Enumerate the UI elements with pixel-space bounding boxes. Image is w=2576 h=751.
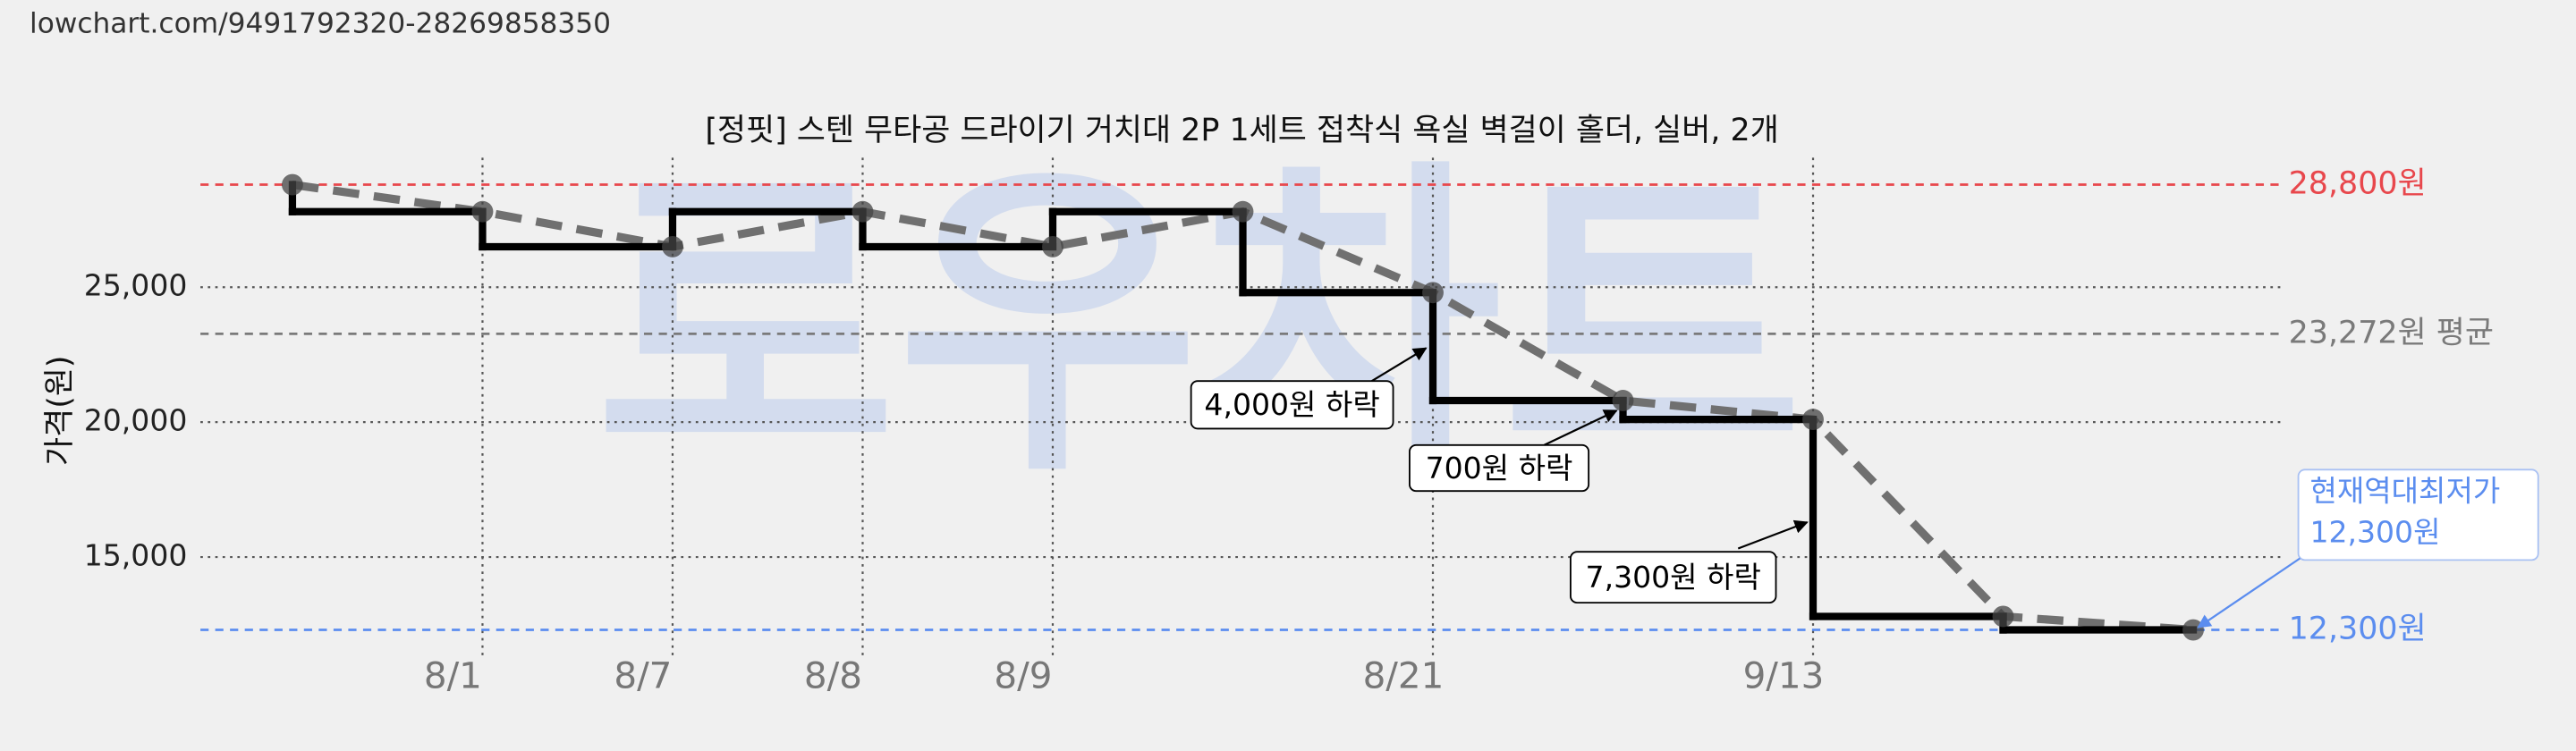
x-tick-label: 8/8 (804, 654, 862, 697)
y-tick-label: 20,000 (84, 403, 188, 438)
reference-label: 28,800원 (2289, 166, 2427, 202)
annotation-arrow (1544, 409, 1618, 446)
annotation-text: 700원 하락 (1426, 451, 1573, 485)
data-point (471, 200, 494, 223)
x-tick-label: 8/21 (1363, 654, 1445, 697)
annotation-box (1190, 380, 1394, 430)
x-tick-label: 9/13 (1743, 654, 1825, 697)
annotation-box (1570, 551, 1777, 604)
reference-label: 23,272원 평균 (2289, 315, 2494, 350)
data-point (1612, 390, 1634, 411)
data-point (1422, 282, 1444, 304)
data-point (1232, 200, 1254, 223)
data-point (2182, 619, 2204, 641)
annotation-box (2297, 468, 2539, 561)
x-tick-label: 8/9 (994, 654, 1052, 697)
data-point (1802, 409, 1824, 431)
annotation-arrow (1371, 347, 1428, 383)
data-point (1042, 236, 1063, 257)
annotation-text: 4,000원 하락 (1204, 387, 1379, 422)
watermark: 로우차트 (595, 133, 1804, 516)
chart-title: [정핏] 스텐 무타공 드라이기 거치대 2P 1세트 접착식 욕실 벽걸이 홀… (705, 113, 1778, 148)
annotation-text: 현재역대최저가 (2309, 474, 2500, 509)
y-axis-label: 가격(원) (42, 355, 78, 465)
annotation-text: 7,300원 하락 (1586, 560, 1761, 595)
data-point (662, 236, 683, 257)
annotation-arrow (1737, 519, 1809, 550)
annotation-text: 12,300원 (2309, 514, 2440, 549)
y-tick-label: 15,000 (84, 538, 188, 573)
annotation-arrow (2197, 557, 2301, 629)
annotation-box (1409, 443, 1590, 493)
reference-label: 12,300원 (2289, 612, 2427, 647)
url: lowchart.com/9491792320-28269858350 (30, 8, 611, 40)
y-tick-label: 25,000 (84, 268, 188, 303)
x-tick-label: 8/1 (424, 654, 482, 697)
data-point (1992, 605, 2014, 628)
x-tick-label: 8/7 (614, 654, 672, 697)
data-point (852, 200, 874, 223)
data-point (282, 173, 303, 196)
